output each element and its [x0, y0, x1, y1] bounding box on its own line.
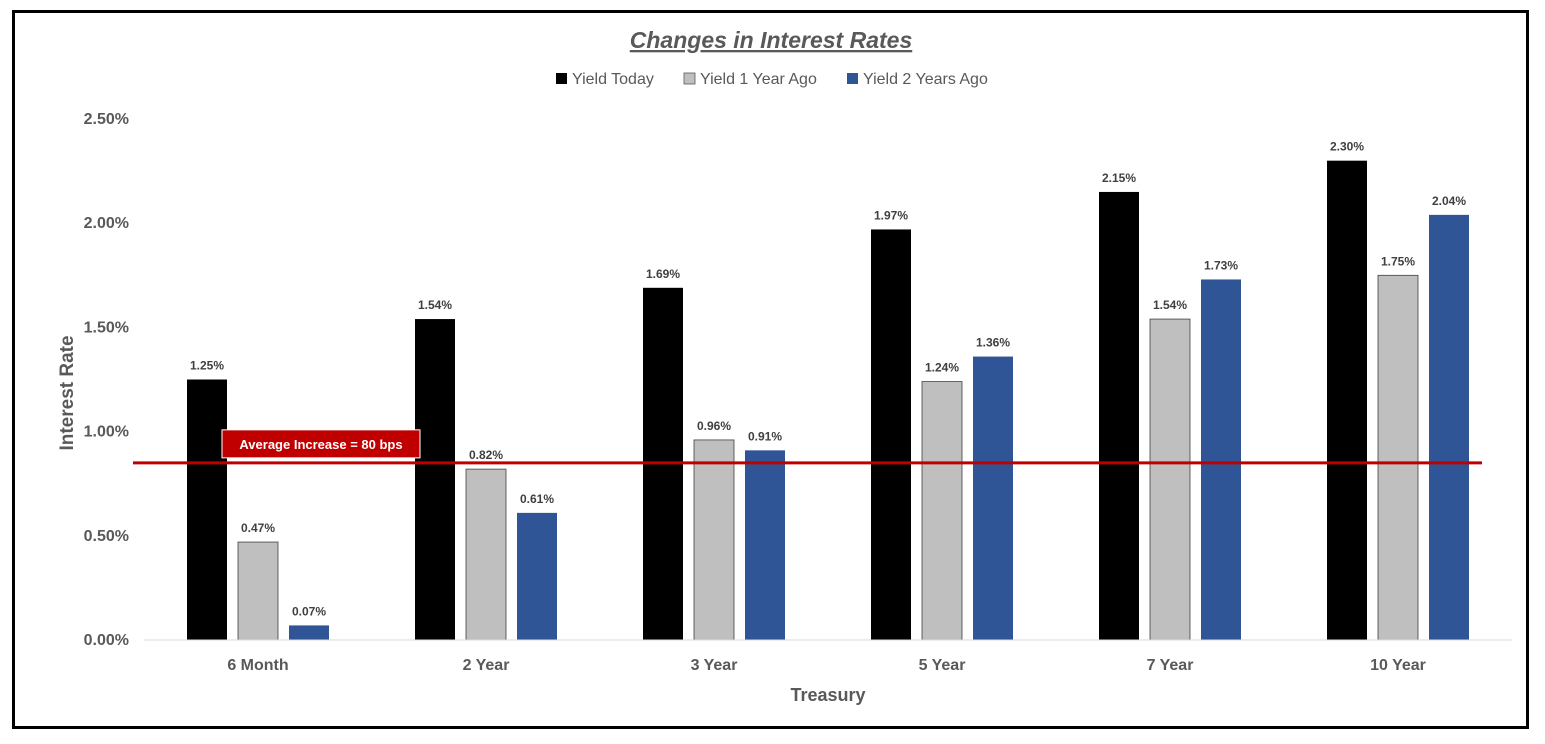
- data-label: 0.47%: [241, 521, 275, 535]
- x-axis-ticks: 6 Month 2 Year 3 Year 5 Year 7 Year 10 Year: [227, 657, 1426, 674]
- average-increase-label: Average Increase = 80 bps: [239, 437, 402, 452]
- y-tick-label: 1.50%: [84, 319, 129, 336]
- average-increase-label-box: [221, 429, 421, 459]
- bar-yield-1-year-ago-7-year: [1149, 318, 1191, 641]
- data-label: 0.91%: [748, 429, 782, 443]
- data-label: 1.69%: [646, 267, 680, 281]
- data-label: 1.54%: [418, 298, 452, 312]
- y-tick-label: 1.00%: [84, 424, 129, 441]
- y-tick-label: 0.00%: [84, 632, 129, 649]
- data-label: 0.96%: [697, 419, 731, 433]
- data-label: 1.36%: [976, 336, 1010, 350]
- legend: Yield Today Yield 1 Year Ago Yield 2 Yea…: [556, 71, 988, 88]
- data-labels: 1.25% 0.47% 0.07% 1.54% 0.82% 0.61% 1.69% 0.96%…: [190, 140, 1466, 619]
- bar-yield-today-6-month: [187, 379, 227, 640]
- x-tick-label: 5 Year: [919, 657, 966, 674]
- chart-frame: Changes in Interest Rates Yield Today Yi…: [12, 10, 1529, 729]
- chart-title: Changes in Interest Rates: [630, 27, 912, 53]
- x-tick-label: 2 Year: [463, 657, 510, 674]
- data-label: 1.73%: [1204, 258, 1238, 272]
- x-tick-label: 3 Year: [691, 657, 738, 674]
- y-tick-label: 2.50%: [84, 111, 129, 128]
- data-label: 0.61%: [520, 492, 554, 506]
- data-label: 2.30%: [1330, 140, 1364, 154]
- bar-yield-1-year-ago-10-year: [1377, 274, 1419, 641]
- x-tick-label: 6 Month: [227, 657, 288, 674]
- legend-label-yield-2-years-ago: Yield 2 Years Ago: [863, 71, 988, 88]
- bar-yield-2-years-ago-6-month: [289, 625, 329, 640]
- data-label: 1.97%: [874, 208, 908, 222]
- bar-yield-2-years-ago-3-year: [745, 450, 785, 640]
- x-axis-title: Treasury: [790, 685, 865, 705]
- data-label: 2.04%: [1432, 194, 1466, 208]
- bar-yield-today-10-year: [1327, 160, 1367, 640]
- bar-yield-today-5-year: [871, 229, 911, 640]
- data-label: 2.15%: [1102, 171, 1136, 185]
- legend-swatch-yield-2-years-ago: [847, 73, 858, 84]
- y-axis-title: Interest Rate: [57, 335, 78, 450]
- bar-yield-today-2-year: [415, 319, 455, 640]
- data-label: 1.54%: [1153, 298, 1187, 312]
- legend-label-yield-today: Yield Today: [572, 71, 654, 88]
- legend-swatch-yield-today: [556, 73, 567, 84]
- bar-yield-today-7-year: [1099, 191, 1139, 640]
- y-axis-ticks: 0.00% 0.50% 1.00% 1.50% 2.00% 2.50%: [84, 111, 129, 649]
- bar-yield-1-year-ago-2-year: [465, 468, 507, 641]
- bar-yield-1-year-ago-5-year: [921, 381, 963, 641]
- y-tick-label: 2.00%: [84, 215, 129, 232]
- bar-yield-2-years-ago-2-year: [517, 512, 557, 640]
- bar-yield-2-years-ago-7-year: [1201, 279, 1241, 640]
- bar-yield-1-year-ago-6-month: [237, 541, 279, 641]
- data-label: 0.07%: [292, 604, 326, 618]
- legend-label-yield-1-year-ago: Yield 1 Year Ago: [700, 71, 817, 88]
- bar-yield-2-years-ago-5-year: [973, 356, 1013, 640]
- bar-yield-2-years-ago-10-year: [1429, 214, 1469, 640]
- data-label: 1.75%: [1381, 254, 1415, 268]
- bars: [187, 160, 1469, 641]
- bar-yield-1-year-ago-3-year: [693, 439, 735, 641]
- data-label: 1.24%: [925, 361, 959, 375]
- data-label: 1.25%: [190, 359, 224, 373]
- data-label: 0.82%: [469, 448, 503, 462]
- reference-line-group: Average Increase = 80 bps: [133, 429, 1482, 465]
- x-tick-label: 7 Year: [1147, 657, 1194, 674]
- chart-canvas: Changes in Interest Rates Yield Today Yi…: [57, 27, 1512, 705]
- y-tick-label: 0.50%: [84, 528, 129, 545]
- legend-swatch-yield-1-year-ago: [683, 72, 696, 85]
- x-tick-label: 10 Year: [1370, 657, 1426, 674]
